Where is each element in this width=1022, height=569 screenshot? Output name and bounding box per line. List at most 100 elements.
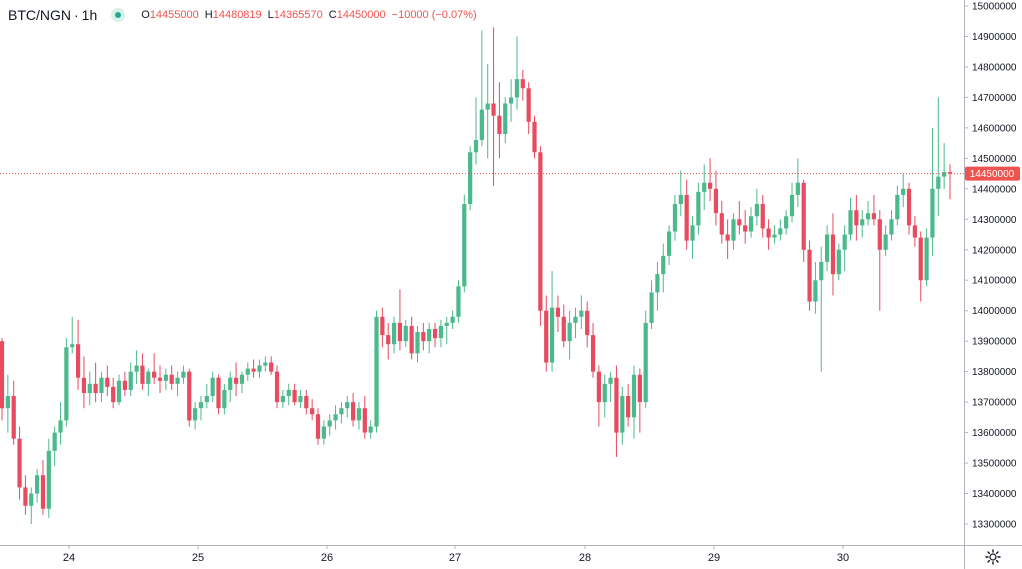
candle-body (99, 377, 104, 393)
candle (315, 408, 321, 445)
open-value: 14455000 (149, 9, 199, 21)
candle (760, 194, 765, 238)
candle-body (17, 438, 22, 488)
live-dot-icon (111, 8, 126, 22)
candle-body (725, 234, 730, 241)
candle-body (128, 371, 133, 390)
candle-body (187, 371, 192, 421)
x-tick-label: 24 (63, 552, 75, 564)
candle (29, 487, 34, 524)
candle-body (743, 225, 748, 232)
y-tick-label: 14500000 (972, 154, 1017, 165)
candle (942, 143, 947, 189)
candle-body (432, 328, 438, 339)
candle-body (719, 213, 724, 235)
candles-layer (0, 27, 953, 524)
candle-body (23, 487, 28, 506)
candle-body (801, 182, 806, 250)
candle-body (690, 225, 695, 241)
open-label: O (141, 9, 150, 21)
gear-icon[interactable] (984, 548, 1002, 566)
candle-body (40, 475, 46, 509)
candle (257, 359, 262, 378)
candle-body (549, 307, 555, 363)
candle (883, 225, 888, 256)
candle (719, 201, 724, 244)
candle-body (784, 216, 789, 229)
candle (5, 374, 10, 433)
candle-body (374, 316, 379, 427)
candle-body (409, 325, 414, 354)
candle (444, 316, 449, 345)
candle (631, 365, 637, 439)
candle (906, 182, 912, 235)
high-value: 14480819 (212, 9, 262, 21)
candle (520, 69, 525, 101)
candle-body (778, 228, 783, 235)
y-tick-label: 14800000 (972, 62, 1017, 73)
low-value: 14365570 (273, 9, 323, 21)
x-tick-label: 29 (708, 552, 720, 564)
candle (157, 365, 163, 393)
candle (743, 210, 748, 244)
candle-body (198, 402, 204, 409)
candle (918, 231, 923, 302)
candle (415, 325, 420, 363)
candle-body (889, 219, 894, 235)
candle-body (906, 188, 912, 226)
candle-body (854, 210, 859, 226)
symbol-name[interactable]: BTC/NGN (8, 7, 71, 23)
candle (70, 316, 75, 354)
candle-body (245, 368, 250, 375)
close-label: C (328, 9, 337, 21)
candle (198, 396, 204, 421)
candle-body (46, 450, 51, 509)
current-price-tag: 14450000 (965, 166, 1020, 181)
candle-body (157, 377, 163, 381)
candle-body (678, 194, 683, 205)
candle-body (509, 97, 514, 104)
candle-body (707, 182, 713, 189)
candle-body (427, 328, 432, 342)
candle (854, 194, 859, 241)
candle (58, 402, 63, 445)
candle-body (918, 237, 923, 281)
candle (409, 316, 414, 360)
candle-body (514, 79, 520, 98)
candle-body (813, 280, 818, 302)
candle-body (895, 194, 900, 220)
candle-body (75, 344, 81, 378)
price-axis[interactable]: 15000000 14900000 14800000 14700000 14600000… (964, 2, 1017, 531)
candle-body (29, 493, 34, 506)
candle (830, 213, 836, 296)
candle (737, 201, 742, 235)
candle (280, 389, 285, 409)
candle (766, 219, 771, 250)
candle (351, 392, 356, 427)
candle (93, 362, 98, 403)
candle (795, 158, 800, 208)
candle-body (0, 341, 5, 409)
candle (725, 219, 730, 259)
candle-body (819, 261, 824, 281)
candle (620, 386, 625, 445)
y-tick-label: 14200000 (972, 245, 1017, 256)
candle (105, 365, 110, 397)
candle (438, 319, 443, 348)
candle-body (596, 371, 601, 403)
candle-body (555, 307, 561, 317)
interval-label[interactable]: 1h (81, 7, 98, 23)
candle-body (748, 216, 754, 232)
candle (163, 368, 168, 390)
y-tick-label: 14000000 (972, 306, 1017, 317)
candle (561, 304, 566, 348)
candle-body (58, 420, 63, 433)
time-axis[interactable]: 24 25 26 27 28 29 30 (63, 545, 849, 564)
candle (368, 420, 373, 439)
candle-body (456, 286, 461, 317)
candle-body (263, 362, 268, 366)
candle (403, 319, 408, 348)
candle (450, 310, 455, 329)
candle-body (590, 335, 596, 372)
